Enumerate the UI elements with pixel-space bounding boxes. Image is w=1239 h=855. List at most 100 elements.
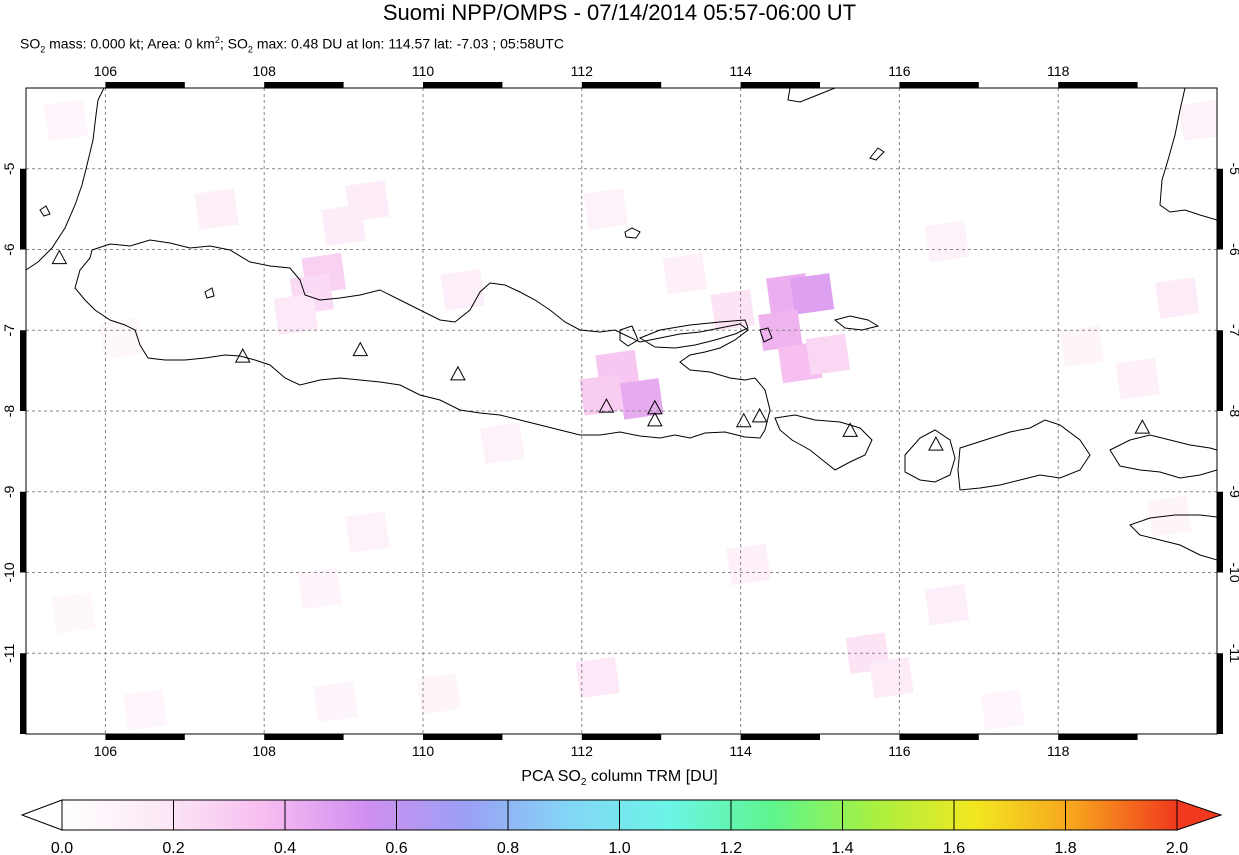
so2-cell [805, 333, 851, 376]
colorbar-tick-label: 0.4 [274, 840, 296, 855]
so2-cell [194, 188, 239, 230]
frame-bar-right [1217, 330, 1223, 411]
volcano-triangle-icon [450, 365, 466, 381]
frame-bar-bottom [740, 734, 820, 740]
lat-tick-label-right: -7 [1227, 324, 1239, 337]
coastline-islet-5 [619, 325, 639, 347]
volcano-triangle-icon [751, 407, 768, 423]
colorbar-tick-label: 1.2 [720, 840, 742, 855]
colorbar-tick-label: 0.8 [497, 840, 519, 855]
lon-tick-label-bottom: 108 [253, 743, 277, 759]
colorbar-title-suffix: column TRM [DU] [586, 768, 718, 785]
so2-cell [789, 273, 835, 315]
lat-tick-label-left: -11 [1, 643, 17, 662]
lon-tick-label-top: 106 [94, 63, 118, 79]
colorbar-title: PCA SO2 column TRM [DU] [0, 768, 1239, 788]
colorbar-ticks: 0.0 0.2 0.4 0.6 0.8 1.0 1.2 1.4 1.6 1.8 2.0 [51, 800, 1188, 855]
coastline-kalimantan [787, 88, 836, 103]
coastline-sumatra [26, 88, 105, 271]
so2-cell [869, 656, 914, 699]
so2-cell [619, 378, 664, 420]
colorbar: 0.0 0.2 0.4 0.6 0.8 1.0 1.2 1.4 1.6 1.8 2.0 [20, 799, 1223, 855]
frame-bar-bottom [423, 734, 503, 740]
coastline-flores [1109, 434, 1217, 479]
lon-tick-label-bottom: 112 [571, 743, 594, 759]
colorbar-tick-label: 1.0 [608, 840, 630, 855]
lat-tick-label-left: -8 [1, 405, 17, 418]
so2-cell [43, 99, 88, 142]
volcano-triangle-icon [51, 249, 68, 265]
so2-cell [416, 672, 462, 715]
so2-cell [980, 689, 1025, 731]
volcano-markers [51, 249, 1151, 451]
colorbar-tick-label: 0.2 [162, 840, 184, 855]
so2-cell [51, 592, 96, 634]
lat-tick-label-right: -11 [1227, 644, 1239, 663]
so2-cell [345, 511, 390, 553]
max-subscript: 2 [247, 44, 253, 55]
volcano-triangle-icon [735, 412, 752, 428]
frame-bar-bottom [581, 734, 662, 740]
so2-cell [1155, 277, 1200, 319]
so2-cell [583, 188, 628, 230]
map-subtitle: SO2 mass: 0.000 kt; Area: 0 km2; SO2 max… [20, 35, 564, 54]
so2-cell [313, 680, 358, 723]
area-superscript: 2 [214, 35, 220, 45]
coastline-madura [638, 319, 749, 349]
lat-tick-label-right: -9 [1227, 486, 1239, 499]
coastline-sulawesi [1159, 88, 1217, 221]
lon-tick-label-bottom: 114 [729, 743, 752, 759]
lat-tick-label-right: -8 [1227, 405, 1239, 418]
lon-tick-label-bottom: 116 [888, 743, 911, 759]
frame-bar-right [1217, 168, 1223, 250]
axis-labels: 106 106 108 108 110 110 112 112 114 114 116 116 118 1… [1, 63, 1239, 759]
frame-bar-top [740, 82, 820, 88]
lon-tick-label-bottom: 118 [1047, 743, 1070, 759]
lat-tick-label-left: -5 [1, 162, 17, 175]
so2-cell [726, 543, 771, 586]
colorbar-high-arrow [1176, 799, 1223, 831]
lon-tick-label-top: 116 [888, 63, 911, 79]
graticule [26, 88, 1217, 734]
volcano-triangle-icon [842, 422, 859, 437]
coastline-islet-1 [759, 327, 773, 343]
so2-cell [122, 689, 168, 731]
frame-bar-top [1058, 82, 1138, 88]
so2-cell [440, 269, 485, 311]
lat-tick-label-left: -6 [1, 243, 17, 256]
mass-area-text: mass: 0.000 kt; Area: 0 km [45, 35, 215, 52]
lon-tick-label-top: 118 [1047, 63, 1070, 79]
coastline-islet-2 [869, 147, 885, 161]
frame-bar-left [20, 168, 26, 250]
so2-cell [710, 289, 755, 331]
colorbar-title-prefix: PCA SO [521, 768, 581, 785]
so2-cell [924, 220, 970, 263]
map-title: Suomi NPP/OMPS - 07/14/2014 05:57-06:00 … [382, 0, 857, 25]
volcano-triangle-icon [1134, 419, 1151, 434]
frame-bar-top [581, 82, 662, 88]
frame-bar-bottom [105, 734, 185, 740]
lat-tick-label-right: -6 [1227, 243, 1239, 256]
lon-tick-label-top: 114 [729, 63, 752, 79]
so2-cell [758, 309, 803, 352]
lon-tick-label-top: 108 [253, 63, 277, 79]
map-frame-bars [20, 82, 1223, 740]
max-text: max: 0.48 DU at lon: 114.57 lat: -7.03 ;… [252, 35, 564, 52]
coastline-lombok [904, 429, 956, 483]
so2-cell [662, 252, 708, 295]
colorbar-low-arrow [20, 799, 63, 831]
lat-tick-label-left: -9 [1, 485, 17, 498]
colorbar-tick-label: 0.0 [51, 840, 73, 855]
coastline-bali [774, 414, 873, 471]
lat-tick-label-left: -10 [1, 562, 17, 582]
coastlines [26, 88, 1217, 561]
so2-cell [297, 567, 342, 610]
coastline-kangean [833, 315, 880, 331]
frame-bar-right [1217, 653, 1223, 734]
colorbar-tick-label: 1.4 [831, 840, 853, 855]
volcano-triangle-icon [647, 411, 663, 427]
frame-bar-right [1217, 491, 1223, 573]
frame-bar-top [264, 82, 344, 88]
coastline-islet-4 [204, 287, 215, 299]
